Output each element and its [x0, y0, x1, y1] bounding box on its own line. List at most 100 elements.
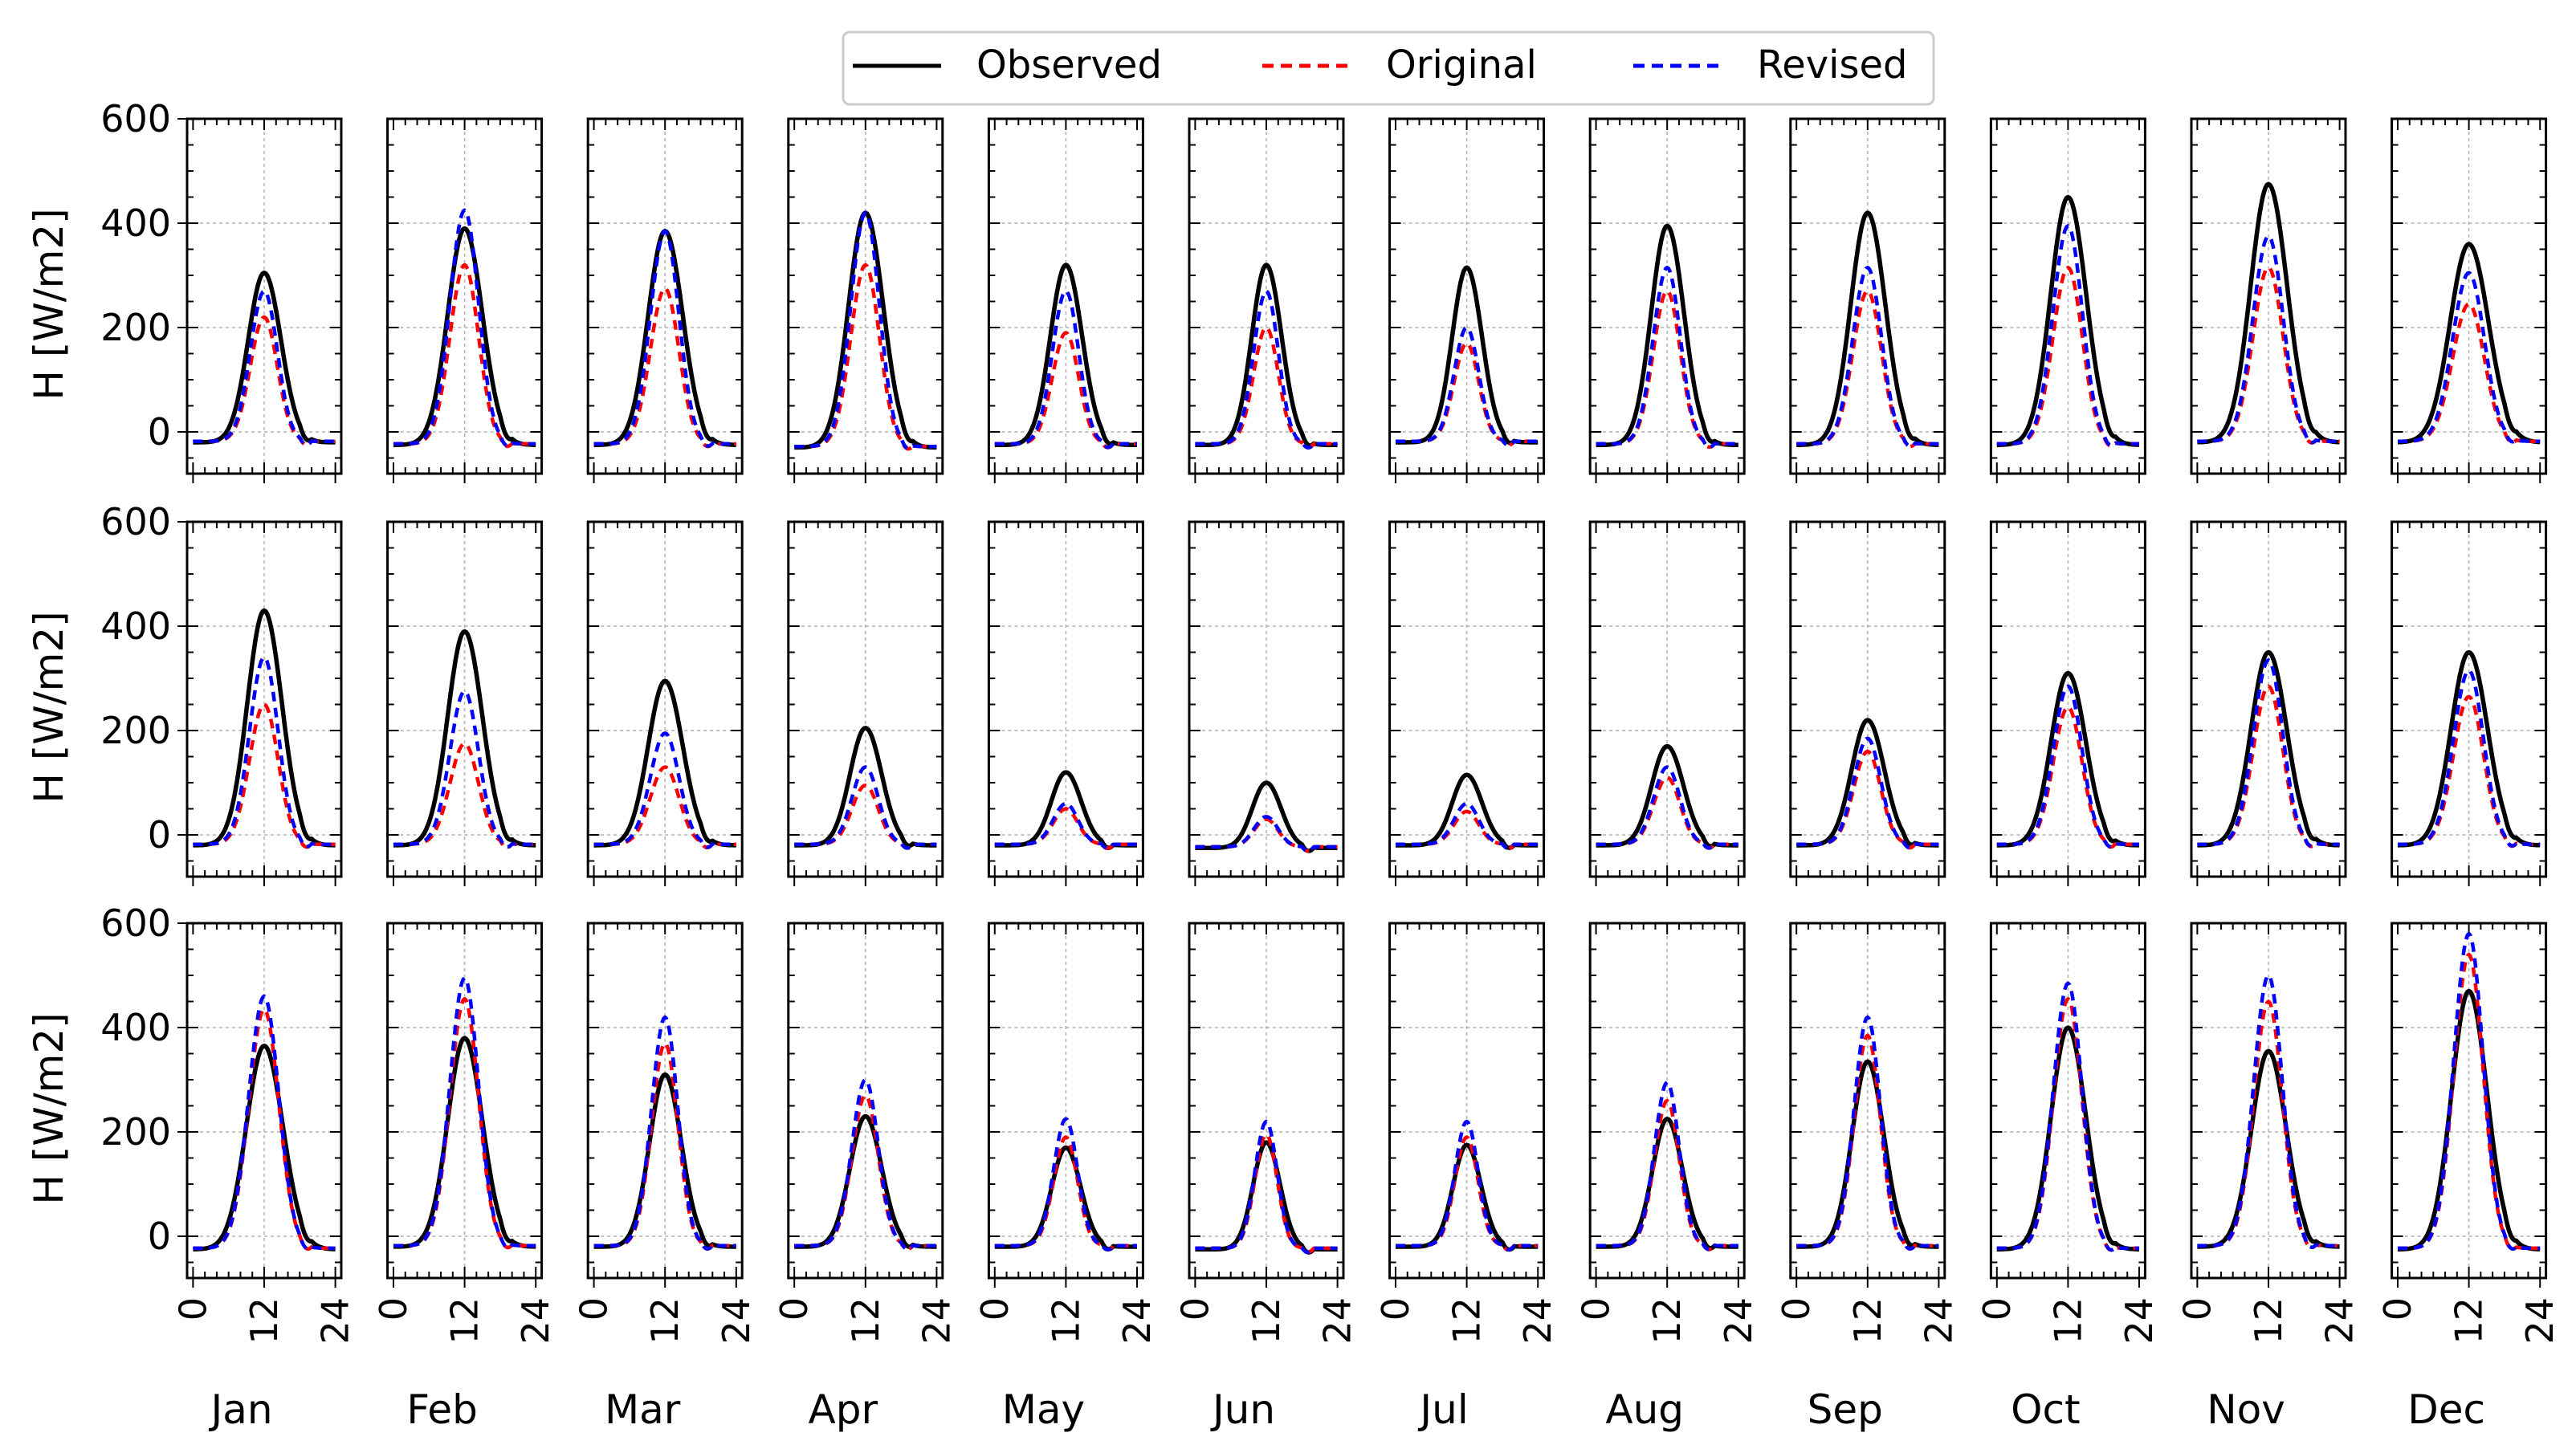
x-tick-label: 24 — [1717, 1297, 1760, 1345]
panel-dec-row-2 — [2391, 520, 2548, 886]
x-tick-label: 12 — [844, 1297, 887, 1345]
panel-jun-row-3: 0 12 24 Jun — [1173, 922, 1359, 1433]
x-tick-label: 24 — [1917, 1297, 1960, 1345]
y-tick-label: 600 — [100, 97, 171, 140]
series-line-observed-may-row-1 — [993, 263, 1138, 447]
legend-frame — [842, 31, 1935, 106]
series-line-observed-jan-row-2 — [192, 608, 336, 848]
x-tick-label: 0 — [1575, 1297, 1618, 1321]
series-line-revised-jun-row-1 — [1194, 289, 1339, 450]
panel-aug-row-3: 0 12 24 Aug — [1575, 922, 1760, 1433]
x-tick-label: 24 — [2318, 1297, 2362, 1345]
panel-frame — [1789, 520, 1946, 878]
x-tick-label: 0 — [1173, 1297, 1217, 1321]
x-tick-label: 24 — [715, 1297, 758, 1345]
series-line-observed-dec-row-2 — [2397, 649, 2541, 848]
y-tick-label: 200 — [100, 306, 171, 349]
series-line-revised-may-row-2 — [994, 801, 1138, 851]
panel-may-row-3: 0 12 24 May — [973, 922, 1159, 1433]
series-line-revised-oct-row-1 — [1996, 224, 2140, 448]
y-tick-label: 600 — [100, 902, 171, 945]
panel-frame — [1188, 117, 1345, 475]
panel-feb-row-2 — [386, 520, 544, 886]
series-line-revised-jan-row-3 — [192, 994, 336, 1251]
series-line-revised-jun-row-2 — [1194, 815, 1339, 853]
month-label-jan: Jan — [208, 1386, 272, 1433]
month-label-sep: Sep — [1808, 1386, 1883, 1433]
series-line-revised-jan-row-1 — [192, 289, 336, 446]
x-tick-label: 24 — [1316, 1297, 1359, 1345]
series-line-observed-nov-row-1 — [2196, 181, 2341, 445]
series-line-revised-dec-row-3 — [2397, 931, 2541, 1252]
month-label-oct: Oct — [2011, 1386, 2080, 1433]
month-label-mar: Mar — [605, 1386, 681, 1433]
month-label-dec: Dec — [2407, 1386, 2485, 1433]
panel-nov-row-2 — [2190, 520, 2347, 886]
x-tick-label: 12 — [1445, 1297, 1489, 1345]
series-line-observed-jan-row-3 — [192, 1044, 336, 1252]
series-line-revised-oct-row-2 — [1996, 684, 2140, 849]
month-label-jun: Jun — [1210, 1386, 1275, 1433]
panel-frame — [1388, 520, 1546, 878]
legend: Observed Original Revised — [842, 31, 1935, 106]
x-tick-label: 12 — [1846, 1297, 1889, 1345]
panel-apr-row-3: 0 12 24 Apr — [772, 922, 958, 1433]
panel-frame — [1388, 922, 1546, 1280]
panel-frame — [1989, 520, 2146, 878]
month-label-jul: Jul — [1417, 1386, 1468, 1433]
panel-frame — [2190, 520, 2347, 878]
legend-label-original: Original — [1386, 43, 1537, 88]
series-line-revised-dec-row-1 — [2397, 271, 2541, 444]
panel-frame — [2190, 117, 2347, 475]
x-tick-label: 0 — [973, 1297, 1017, 1321]
x-tick-label: 12 — [2046, 1297, 2089, 1345]
series-line-original-feb-row-1 — [393, 263, 536, 449]
series-line-revised-jul-row-3 — [1395, 1119, 1539, 1252]
series-line-revised-jan-row-2 — [192, 655, 336, 849]
series-line-original-jan-row-1 — [192, 315, 336, 447]
panel-frame — [386, 117, 544, 475]
panel-frame — [185, 922, 343, 1280]
y-axis-label: H [W/m2] — [26, 1012, 72, 1204]
panel-dec-row-3: 0 12 24 Dec — [2376, 922, 2562, 1433]
panel-frame — [586, 520, 744, 878]
series-line-revised-nov-row-1 — [2196, 234, 2341, 445]
series-line-observed-nov-row-2 — [2196, 649, 2341, 848]
panel-apr-row-1 — [787, 117, 944, 483]
panels-grid: 0 200 400 600 H [W/m2] 0 200 400 600 H [W/m2] 0 200… — [26, 97, 2562, 1433]
month-label-may: May — [1002, 1386, 1085, 1433]
series-line-revised-jul-row-1 — [1395, 325, 1539, 447]
panel-frame — [185, 117, 343, 475]
panel-jul-row-2 — [1388, 520, 1546, 886]
series-line-revised-sep-row-3 — [1795, 1015, 1939, 1251]
x-tick-label: 12 — [1044, 1297, 1087, 1345]
y-tick-label: 0 — [148, 410, 171, 454]
x-tick-label: 24 — [1516, 1297, 1559, 1345]
panel-frame — [586, 922, 744, 1280]
series-line-revised-may-row-3 — [994, 1117, 1138, 1252]
x-tick-label: 24 — [2117, 1297, 2161, 1345]
panel-oct-row-2 — [1989, 520, 2146, 886]
panel-sep-row-3: 0 12 24 Sep — [1775, 922, 1960, 1433]
panel-frame — [1188, 922, 1345, 1280]
panel-sep-row-1 — [1789, 117, 1946, 483]
panel-mar-row-1 — [586, 117, 744, 483]
month-label-apr: Apr — [809, 1386, 878, 1433]
panel-frame — [586, 117, 744, 475]
panel-sep-row-2 — [1789, 520, 1946, 886]
panel-dec-row-1 — [2391, 117, 2548, 483]
x-tick-label: 0 — [171, 1297, 214, 1321]
series-line-observed-oct-row-1 — [1995, 194, 2140, 447]
panel-oct-row-1 — [1989, 117, 2146, 483]
month-label-feb: Feb — [406, 1386, 478, 1433]
panel-mar-row-2 — [586, 520, 744, 886]
x-tick-label: 0 — [1374, 1297, 1417, 1321]
y-tick-label: 0 — [148, 1215, 171, 1258]
panel-frame — [1989, 922, 2146, 1280]
series-line-original-dec-row-3 — [2397, 952, 2541, 1252]
panel-feb-row-3: 0 12 24 Feb — [372, 922, 557, 1433]
panel-frame — [787, 117, 944, 475]
panel-frame — [987, 922, 1144, 1280]
panel-frame — [2391, 520, 2548, 878]
